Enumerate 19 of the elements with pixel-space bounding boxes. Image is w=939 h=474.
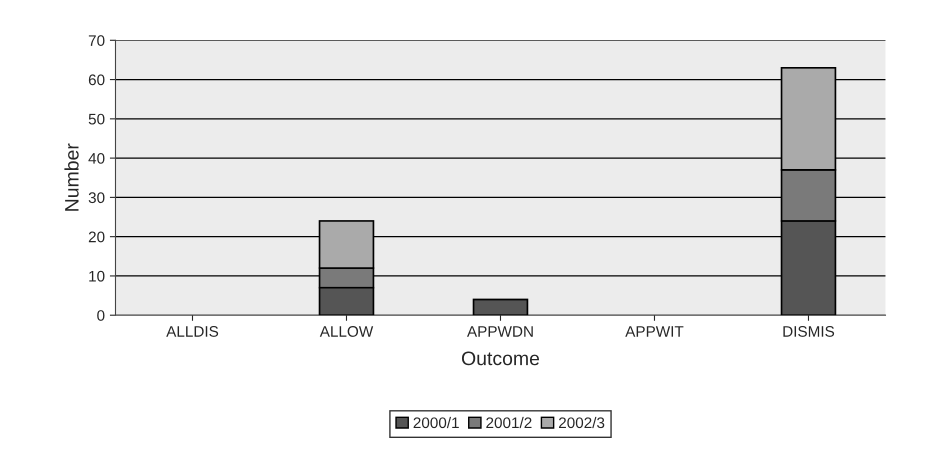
y-tick-label: 10 <box>89 270 104 282</box>
legend-label: 2002/3 <box>558 416 604 428</box>
x-tick-label: ALLOW <box>320 326 374 337</box>
y-tick-label: 40 <box>88 152 104 164</box>
x-axis-title: Outcome <box>462 351 540 366</box>
legend-label: 2000/1 <box>414 416 459 428</box>
legend-label: 2001/2 <box>486 416 532 428</box>
x-tick-label: APPWDN <box>466 326 533 337</box>
x-tick-label: DISMIS <box>783 326 834 337</box>
y-tick-label: 0 <box>97 310 104 321</box>
y-tick-label: 50 <box>88 114 104 125</box>
y-axis-title: Number <box>64 143 79 211</box>
x-tick-label: APPWIT <box>625 326 684 337</box>
y-tick-label: 70 <box>88 35 104 46</box>
y-tick-label: 20 <box>88 232 104 242</box>
bar <box>472 298 528 316</box>
y-tick-label: 30 <box>88 192 104 204</box>
x-tick-label: ALLDIS <box>166 326 218 337</box>
y-tick-label: 60 <box>88 74 104 86</box>
